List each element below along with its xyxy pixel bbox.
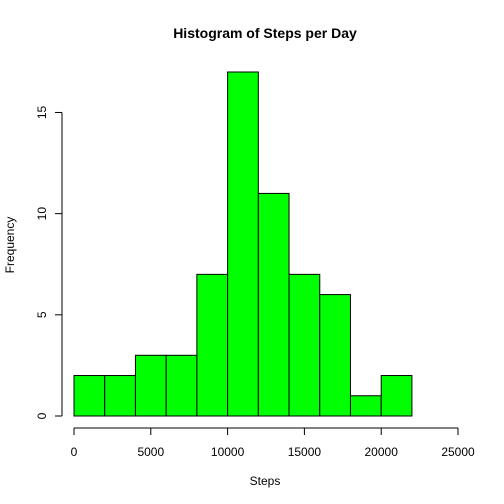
histogram-bar <box>349 395 382 417</box>
chart-title: Histogram of Steps per Day <box>173 25 357 41</box>
x-tick-label: 0 <box>71 445 78 459</box>
x-axis: 0 5000 10000 15000 20000 25000 <box>71 427 475 459</box>
x-tick-label: 5000 <box>137 445 164 459</box>
histogram-bar <box>319 294 351 417</box>
x-tick-label: 15000 <box>288 445 322 459</box>
histogram-bar <box>134 354 167 417</box>
x-tick-label: 25000 <box>441 445 475 459</box>
y-tick-label: 15 <box>35 105 49 119</box>
x-axis-label: Steps <box>250 474 281 488</box>
y-tick-label: 5 <box>35 311 49 318</box>
histogram-bar <box>196 273 229 417</box>
x-tick-label: 10000 <box>211 445 245 459</box>
histogram-bar <box>73 375 106 417</box>
y-tick-label: 10 <box>35 207 49 221</box>
y-axis: 0 5 10 15 <box>35 105 63 419</box>
y-tick-label: 0 <box>35 412 49 419</box>
histogram-bar <box>380 375 413 417</box>
y-axis-label: Frequency <box>3 217 17 274</box>
histogram-bar <box>288 273 321 417</box>
histogram-bar <box>257 192 290 417</box>
histogram-bars <box>73 71 413 417</box>
histogram-bar <box>104 375 136 417</box>
histogram-bar <box>227 71 259 417</box>
x-tick-label: 20000 <box>365 445 399 459</box>
histogram-bar <box>165 354 198 417</box>
